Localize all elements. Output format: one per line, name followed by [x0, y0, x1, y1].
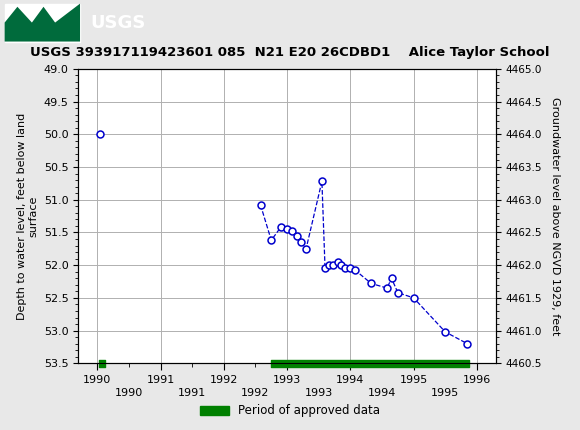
Text: 1994: 1994 — [368, 388, 396, 398]
Legend: Period of approved data: Period of approved data — [195, 399, 385, 422]
Text: 1991: 1991 — [178, 388, 206, 398]
Text: 1995: 1995 — [431, 388, 459, 398]
Y-axis label: Groundwater level above NGVD 1929, feet: Groundwater level above NGVD 1929, feet — [550, 97, 560, 335]
Bar — [5, 3, 80, 42]
Y-axis label: Depth to water level, feet below land
surface: Depth to water level, feet below land su… — [17, 113, 38, 319]
Text: 1992: 1992 — [241, 388, 270, 398]
Text: USGS 393917119423601 085  N21 E20 26CDBD1    Alice Taylor School: USGS 393917119423601 085 N21 E20 26CDBD1… — [30, 46, 550, 59]
Text: 1993: 1993 — [304, 388, 333, 398]
Polygon shape — [5, 3, 80, 42]
Text: USGS: USGS — [90, 14, 145, 31]
Text: 1990: 1990 — [115, 388, 143, 398]
